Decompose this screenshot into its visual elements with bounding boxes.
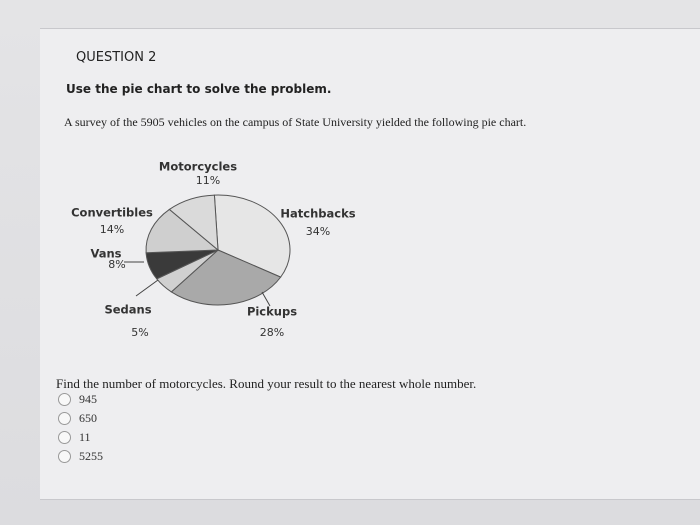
slice-label: Pickups [247, 305, 297, 319]
answer-option[interactable]: 11 [58, 430, 91, 445]
answer-option[interactable]: 5255 [58, 449, 103, 464]
option-text: 11 [79, 430, 91, 444]
leader-line [135, 279, 159, 297]
slice-label: Motorcycles [159, 160, 237, 174]
option-text: 945 [79, 392, 97, 406]
slice-value-label: 11% [196, 174, 220, 187]
slice-value-label: 28% [260, 326, 284, 339]
slice-label: Convertibles [71, 206, 153, 220]
slice-value-label: 34% [306, 225, 330, 238]
leader-line [261, 291, 271, 307]
option-text: 5255 [79, 449, 103, 463]
slice-value-label: 8% [108, 258, 125, 271]
pie-slice [168, 194, 219, 252]
slice-label: Hatchbacks [280, 207, 355, 221]
radio-button[interactable] [58, 393, 71, 406]
radio-button[interactable] [58, 450, 71, 463]
answer-option[interactable]: 945 [58, 392, 97, 407]
pie-slice [145, 208, 220, 254]
prompt: Find the number of motorcycles. Round yo… [56, 376, 477, 391]
slice-value-label: 14% [100, 223, 124, 236]
instruction: Use the pie chart to solve the problem. [66, 82, 332, 96]
pie-slice [170, 249, 282, 306]
slice-value-label: 5% [131, 326, 148, 339]
question-number: QUESTION 2 [76, 50, 157, 65]
survey-text: A survey of the 5905 vehicles on the cam… [64, 115, 527, 129]
radio-button[interactable] [58, 412, 71, 425]
answer-option[interactable]: 650 [58, 411, 97, 426]
radio-button[interactable] [58, 431, 71, 444]
slice-label: Sedans [104, 303, 151, 317]
option-text: 650 [79, 411, 97, 425]
slice-label: Vans [90, 247, 121, 261]
